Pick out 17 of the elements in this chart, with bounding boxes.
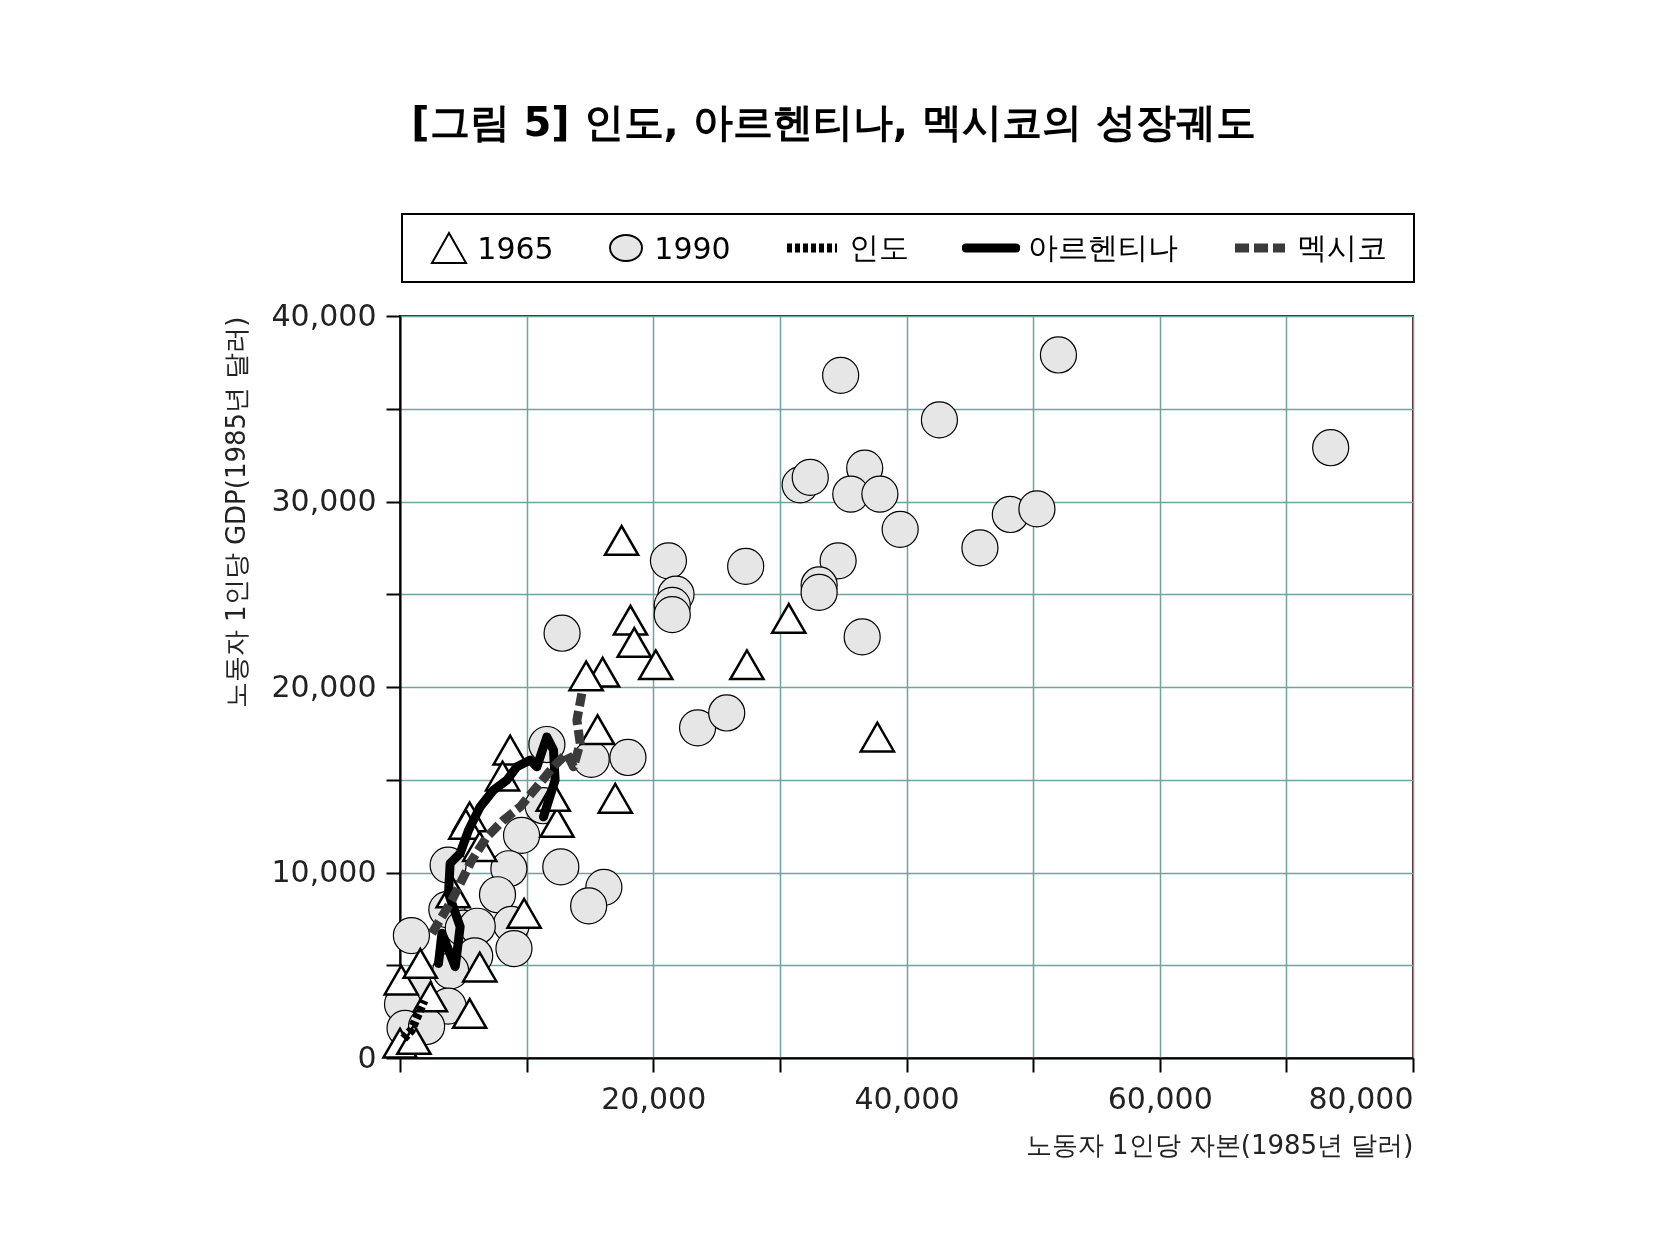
y-tick-label: 40,000 bbox=[271, 297, 377, 333]
legend-label: 아르헨티나 bbox=[1028, 228, 1179, 267]
x-tick-label: 60,000 bbox=[1107, 1080, 1213, 1116]
y-tick-label: 20,000 bbox=[271, 668, 377, 704]
chart-title: [그림 5] 인도, 아르헨티나, 멕시코의 성장궤도 bbox=[410, 98, 1257, 147]
y-tick-label: 0 bbox=[357, 1039, 377, 1075]
x-axis-title: 노동자 1인당 자본(1985년 달러) bbox=[1025, 1129, 1414, 1160]
x-tick-label: 20,000 bbox=[601, 1080, 707, 1116]
legend-label: 멕시코 bbox=[1296, 228, 1387, 267]
x-tick-label: 40,000 bbox=[854, 1080, 960, 1116]
y-tick-label: 30,000 bbox=[271, 483, 377, 518]
y-tick-label: 10,000 bbox=[271, 854, 377, 889]
y-axis-title: 노동자 1인당 GDP(1985년 달러) bbox=[220, 316, 251, 709]
legend-label: 1965 bbox=[477, 230, 554, 266]
legend-label: 1990 bbox=[654, 230, 731, 266]
x-tick-label: 80,000 bbox=[1308, 1080, 1414, 1116]
legend-label: 인도 bbox=[849, 228, 910, 267]
